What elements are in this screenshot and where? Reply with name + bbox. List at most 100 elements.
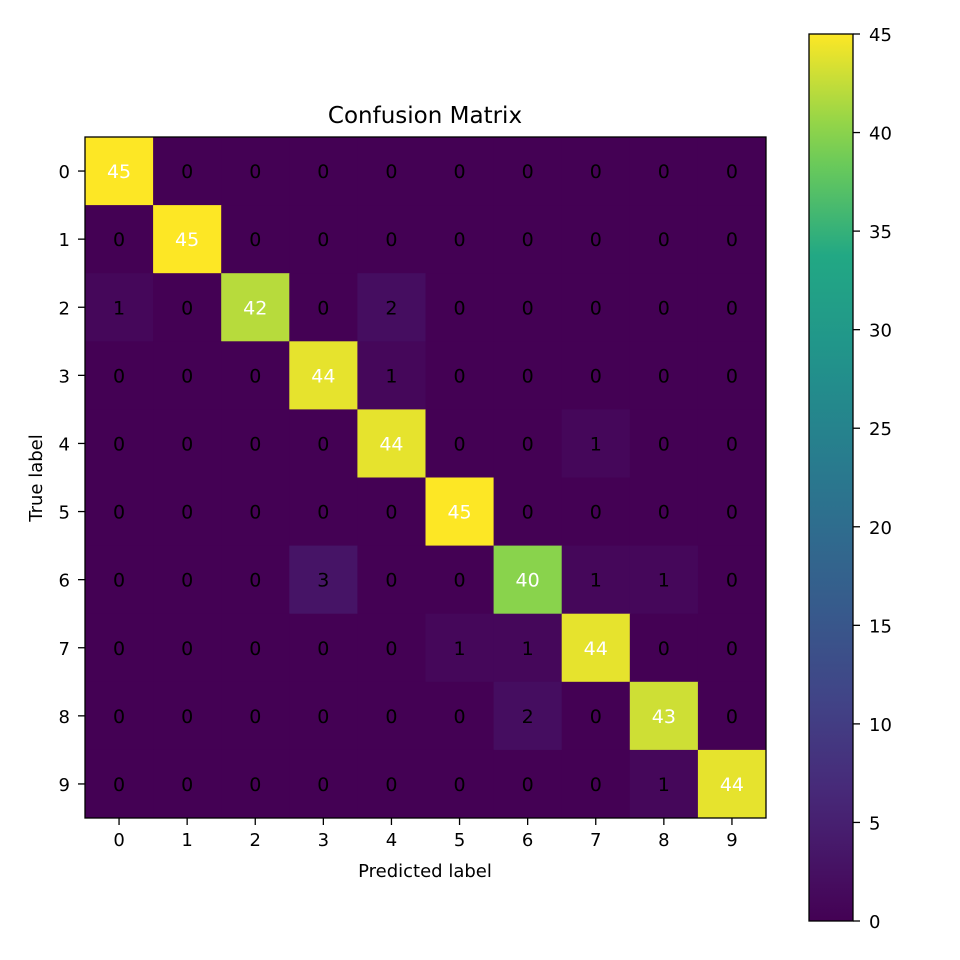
- colorbar-tick-label: 45: [869, 25, 892, 46]
- cell-value-label: 40: [516, 570, 540, 592]
- cell-value-label: 0: [385, 706, 397, 728]
- cell-value-label: 2: [522, 706, 534, 728]
- heatmap-cell: [697, 749, 767, 819]
- cell-value-label: 45: [447, 502, 471, 524]
- heatmap-cell: [493, 409, 563, 478]
- heatmap-cell: [561, 205, 631, 274]
- cell-value-label: 0: [454, 161, 466, 183]
- heatmap-cell: [493, 341, 563, 410]
- heatmap-cell: [629, 477, 699, 547]
- cell-value-label: 0: [522, 161, 534, 183]
- heatmap-cell: [493, 137, 563, 206]
- heatmap-cell: [85, 137, 154, 206]
- cell-value-label: 1: [590, 570, 602, 592]
- cell-value-label: 43: [652, 706, 676, 728]
- x-tick-label: 6: [522, 830, 533, 851]
- y-axis-ticks: 0 1 2 3 4 5 6 7 8 9: [59, 162, 85, 796]
- cell-value-label: 0: [658, 229, 670, 251]
- heatmap-cell: [85, 341, 154, 410]
- heatmap-cell: [221, 477, 290, 547]
- y-tick-label: 0: [59, 162, 70, 183]
- cell-value-label: 0: [317, 706, 329, 728]
- heatmap-cell: [289, 613, 358, 683]
- cell-value-label: 0: [317, 297, 329, 319]
- cell-value-label: 0: [454, 706, 466, 728]
- heatmap-cell: [629, 137, 699, 206]
- heatmap-cell: [561, 409, 631, 478]
- cell-value-label: 0: [726, 570, 738, 592]
- heatmap-cell: [357, 137, 426, 206]
- heatmap-cell: [357, 205, 426, 274]
- heatmap-cell: [493, 205, 563, 274]
- plot-frame: [84, 136, 767, 819]
- cell-value-label: 0: [113, 638, 125, 660]
- cell-value-label: 0: [249, 433, 261, 455]
- cell-value-label: 0: [590, 774, 602, 796]
- heatmap-cell: [289, 681, 358, 751]
- cell-value-label: 0: [317, 433, 329, 455]
- heatmap-cells: 45 0 0 0 0 0 0 0 0 0 0 45 0 0 0 0 0 0 0 0 1 0 42 0 2 0 0 0 0 0 0 0 0 44 1 0…: [85, 137, 767, 819]
- heatmap-cell: [221, 613, 290, 683]
- heatmap-cell: [153, 137, 222, 206]
- cell-value-label: 0: [726, 365, 738, 387]
- cell-value-label: 0: [590, 502, 602, 524]
- heatmap-cell: [697, 273, 767, 342]
- cell-value-label: 0: [658, 433, 670, 455]
- cell-value-label: 0: [113, 502, 125, 524]
- y-axis-label: True label: [26, 434, 47, 523]
- heatmap-cell: [629, 341, 699, 410]
- heatmap-cell: [561, 477, 631, 547]
- cell-value-label: 0: [181, 502, 193, 524]
- heatmap-cell: [289, 477, 358, 547]
- heatmap-cell: [493, 545, 563, 615]
- cell-value-label: 0: [658, 365, 670, 387]
- heatmap-cell: [561, 749, 631, 819]
- cell-value-label: 0: [726, 433, 738, 455]
- heatmap-cell: [85, 409, 154, 478]
- cell-value-label: 0: [181, 570, 193, 592]
- cell-value-label: 0: [181, 706, 193, 728]
- cell-value-label: 0: [249, 229, 261, 251]
- cell-value-label: 0: [454, 570, 466, 592]
- cell-value-label: 0: [522, 502, 534, 524]
- cell-value-label: 0: [454, 365, 466, 387]
- heatmap-cell: [289, 273, 358, 342]
- heatmap-cell: [697, 341, 767, 410]
- heatmap-cell: [629, 545, 699, 615]
- cell-value-label: 1: [385, 365, 397, 387]
- cell-value-label: 0: [726, 502, 738, 524]
- heatmap-cell: [697, 205, 767, 274]
- cell-value-label: 1: [454, 638, 466, 660]
- cell-value-label: 0: [658, 297, 670, 319]
- heatmap-cell: [85, 681, 154, 751]
- heatmap-cell: [85, 273, 154, 342]
- heatmap-cell: [425, 273, 495, 342]
- cell-value-label: 44: [311, 365, 335, 387]
- heatmap-cell: [357, 341, 426, 410]
- heatmap-cell: [697, 613, 767, 683]
- heatmap-cell: [221, 749, 290, 819]
- cell-value-label: 0: [726, 229, 738, 251]
- heatmap-cell: [629, 409, 699, 478]
- cell-value-label: 0: [249, 365, 261, 387]
- cell-value-label: 0: [249, 774, 261, 796]
- cell-value-label: 0: [522, 365, 534, 387]
- heatmap-cell: [153, 273, 222, 342]
- heatmap-cell: [493, 613, 563, 683]
- cell-value-label: 0: [249, 638, 261, 660]
- colorbar-tick-label: 30: [869, 321, 892, 342]
- x-tick-label: 8: [658, 830, 669, 851]
- cell-value-label: 0: [454, 229, 466, 251]
- cell-value-label: 0: [385, 570, 397, 592]
- cell-value-label: 0: [385, 774, 397, 796]
- x-tick-label: 5: [454, 830, 465, 851]
- x-tick-label: 2: [250, 830, 261, 851]
- colorbar-tick-label: 0: [869, 912, 880, 933]
- heatmap-cell: [493, 681, 563, 751]
- colorbar-ticks: 0 5 10 15 20 25 30 35 40 45: [853, 25, 892, 933]
- cell-value-label: 0: [385, 638, 397, 660]
- heatmap-cell: [697, 477, 767, 547]
- heatmap-cell: [425, 613, 495, 683]
- heatmap-cell: [85, 477, 154, 547]
- cell-value-label: 0: [590, 365, 602, 387]
